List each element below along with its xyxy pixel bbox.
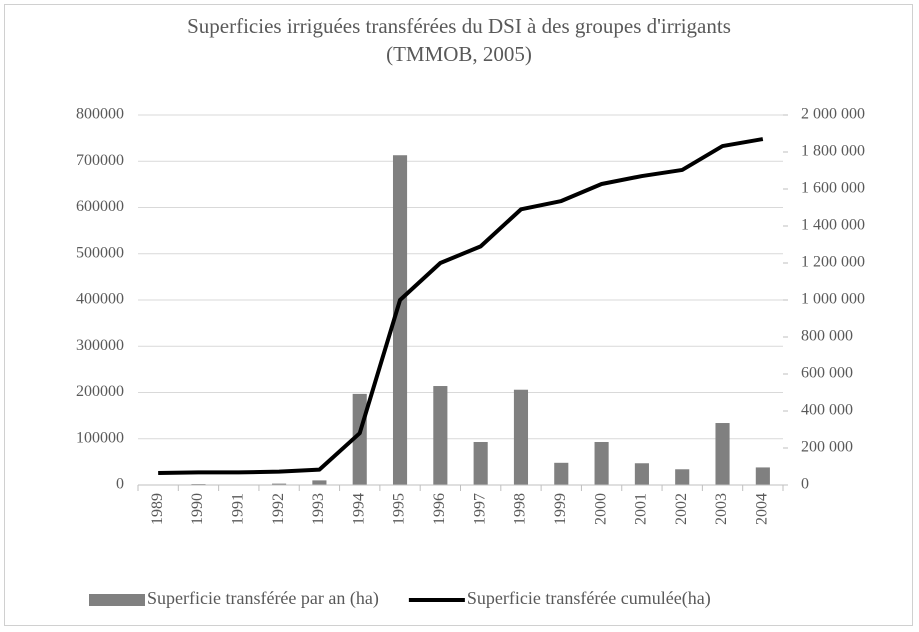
y2-tick-label: 1 000 000 [801,291,865,308]
x-tick-label: 1991 [229,493,246,525]
bar [755,467,770,485]
y2-tick-label: 800 000 [801,328,853,345]
bar [634,463,649,485]
y-tick-label: 300000 [76,337,124,354]
bar [513,389,529,485]
y2-tick-label: 1 200 000 [801,254,865,271]
y2-tick-label: 1 600 000 [801,180,865,197]
x-tick-label: 1994 [350,493,367,525]
y-tick-label: 500000 [76,244,124,261]
y2-tick-label: 400 000 [801,402,853,419]
x-tick-label: 2003 [713,493,730,525]
x-tick-label: 2002 [673,493,690,525]
x-tick-label: 1995 [391,493,408,525]
x-tick-label: 1999 [552,493,569,525]
y-tick-label: 400000 [76,291,124,308]
legend-swatch [89,594,145,606]
y2-tick-label: 0 [801,476,809,493]
bar [272,483,287,485]
chart-title: Superficies irriguées transférées du DSI… [187,14,731,66]
x-tick-label: 2004 [754,493,771,525]
y2-tick-label: 1 800 000 [801,143,865,160]
bar [433,386,448,485]
x-tick-label: 1990 [189,493,206,525]
y-tick-label: 200000 [76,383,124,400]
y2-tick-label: 1 400 000 [801,217,865,234]
legend-label: Superficie transférée par an (ha) [147,588,379,609]
line [158,137,764,475]
x-tick-label: 2001 [633,493,650,525]
y-tick-label: 100000 [76,429,124,446]
bar [554,462,569,485]
x-tick-label: 2000 [592,493,609,525]
bar [594,441,609,485]
x-tick-label: 1992 [270,493,287,525]
y-tick-label: 700000 [76,152,124,169]
y-tick-label: 800000 [76,106,124,123]
bar [715,423,730,485]
chart-frame [4,4,913,626]
bar [675,469,690,485]
y2-tick-label: 2 000 000 [801,106,865,123]
x-tick-label: 1997 [471,493,488,525]
y-tick-label: 600000 [76,198,124,215]
x-tick-label: 1998 [512,493,529,525]
x-tick-label: 1989 [149,493,166,525]
legend-label: Superficie transférée cumulée(ha) [467,588,711,609]
bar [392,155,408,486]
x-tick-label: 1993 [310,493,327,525]
y2-tick-label: 200 000 [801,439,853,456]
y2-tick-label: 600 000 [801,365,853,382]
legend: Superficie transférée par an (ha) Superfi… [89,588,711,609]
bar [473,441,488,485]
x-tick-label: 1996 [431,493,448,525]
bar [312,480,327,485]
y-tick-label: 0 [116,476,124,493]
